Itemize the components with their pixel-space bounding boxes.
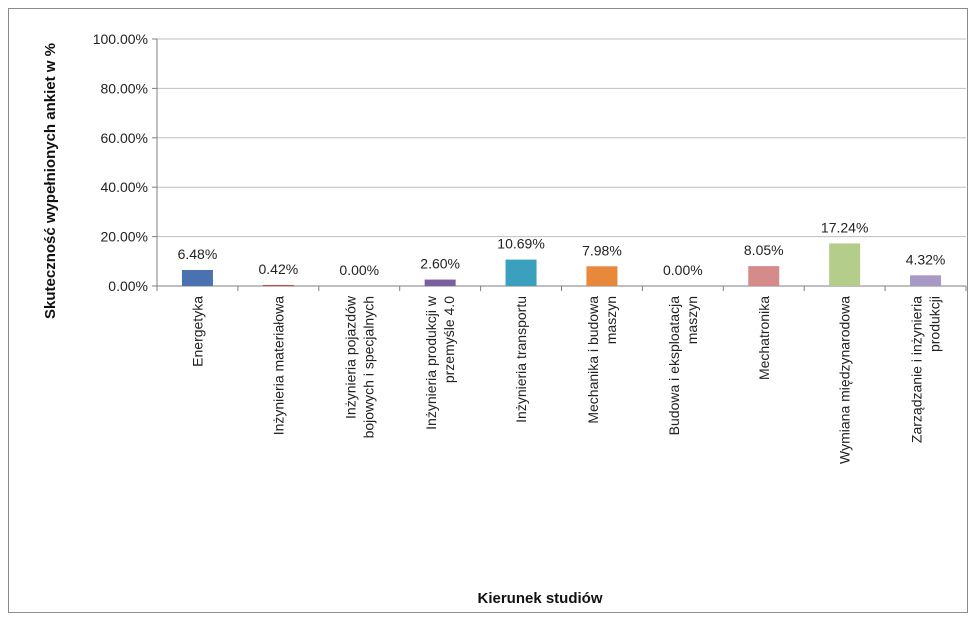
data-label: 0.00% (663, 262, 703, 278)
data-label: 0.42% (258, 261, 298, 277)
data-label: 17.24% (821, 219, 868, 235)
category-label: Energetyka (189, 296, 205, 367)
y-tick-label: 80.00% (101, 80, 148, 96)
data-label: 7.98% (582, 242, 622, 258)
bar (748, 266, 779, 286)
bar (829, 243, 860, 286)
data-label: 8.05% (744, 242, 784, 258)
y-tick-label: 0.00% (108, 278, 148, 294)
data-label: 6.48% (178, 246, 218, 262)
category-label: przemyśle 4.0 (441, 296, 457, 383)
y-axis-title: Skuteczność wypełnionych ankiet w % (42, 43, 59, 319)
y-tick-label: 60.00% (101, 130, 148, 146)
category-label: Mechanika i budowa (585, 296, 601, 424)
x-axis-title: Kierunek studiów (477, 590, 602, 607)
category-label: Zarządzanie i inżynieria (909, 296, 925, 443)
category-label: bojowych i specjalnych (360, 296, 376, 438)
category-label: Inżynieria pojazdów (342, 295, 358, 419)
bar (910, 275, 941, 286)
category-label: maszyn (603, 296, 619, 344)
data-label: 10.69% (497, 236, 544, 252)
y-axis-ticks: 0.00% 20.00% 40.00% 60.00% 80.00% 100.00% (93, 31, 148, 294)
x-axis-category-labels: Energetyka Inżynieria materiałowa Inżynier… (189, 295, 942, 464)
y-tick-label: 20.00% (101, 229, 148, 245)
bar (586, 266, 617, 286)
y-tick-label: 100.00% (93, 31, 148, 47)
category-label: maszyn (684, 296, 700, 344)
data-label: 2.60% (420, 256, 460, 272)
bar (506, 260, 537, 286)
category-label: produkcji (927, 296, 943, 352)
category-label: Budowa i eksploatacja (666, 296, 682, 436)
y-tick-label: 40.00% (101, 179, 148, 195)
bar (182, 270, 213, 286)
category-label: Inżynieria produkcji w (423, 295, 439, 430)
category-label: Mechatronika (756, 296, 772, 380)
category-label: Inżynieria transportu (513, 296, 529, 423)
data-label: 0.00% (339, 262, 379, 278)
category-label: Wymiana międzynarodowa (837, 296, 853, 464)
data-label: 4.32% (906, 251, 946, 267)
bar (263, 285, 294, 286)
bar (425, 280, 456, 286)
category-label: Inżynieria materiałowa (270, 296, 286, 435)
